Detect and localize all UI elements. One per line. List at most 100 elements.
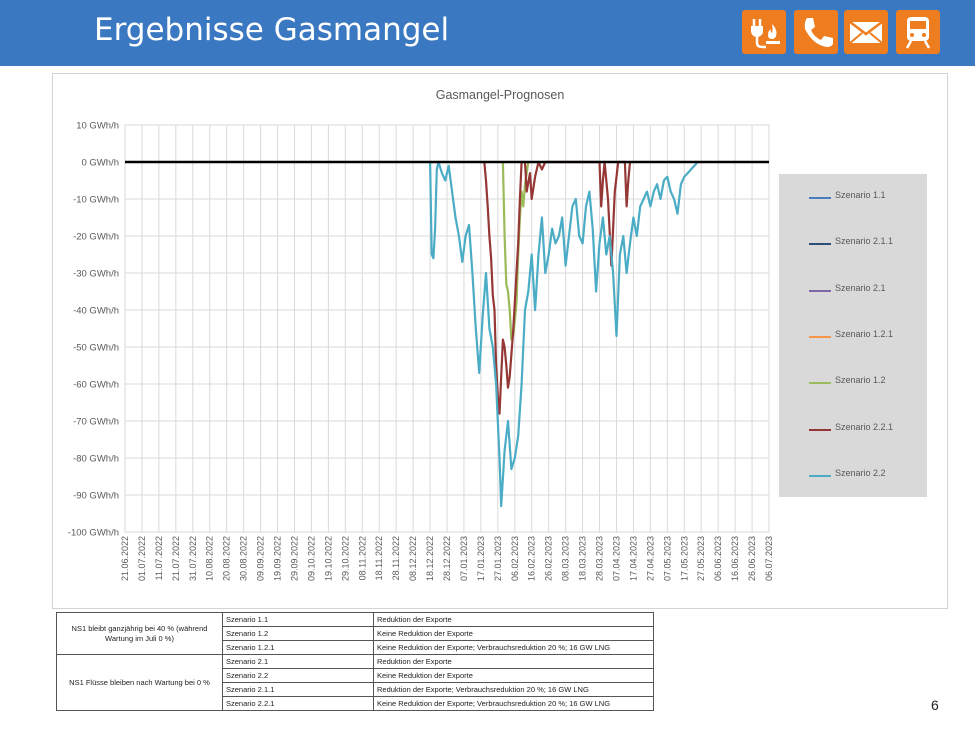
x-tick-label: 08.12.2022 <box>408 536 418 581</box>
y-tick-label: 10 GWh/h <box>76 121 119 132</box>
y-tick-label: -50 GWh/h <box>73 343 119 354</box>
slide-header: Ergebnisse Gasmangel <box>0 0 975 66</box>
table-row: Szenario 2.2.1 Keine Reduktion der Expor… <box>57 696 654 711</box>
x-tick-label: 01.07.2022 <box>137 536 147 581</box>
series-line <box>429 160 699 508</box>
x-tick-label: 28.11.2022 <box>391 536 401 580</box>
x-tick-label: 30.08.2022 <box>239 536 249 581</box>
scenario-cell: Szenario 2.1.1 <box>222 682 374 697</box>
legend-item: Szenario 1.2.1 <box>809 329 927 343</box>
x-tick-label: 28.12.2022 <box>442 536 452 581</box>
legend-item: Szenario 1.1 <box>809 190 927 204</box>
x-tick-label: 17.05.2023 <box>679 536 689 581</box>
plot-area <box>124 124 770 533</box>
x-tick-label: 18.12.2022 <box>425 536 435 581</box>
x-tick-label: 29.10.2022 <box>340 536 350 581</box>
description-cell: Reduktion der Exporte <box>373 654 654 669</box>
x-tick-label: 08.03.2023 <box>561 536 571 581</box>
x-tick-label: 20.08.2022 <box>222 536 232 581</box>
x-tick-label: 11.07.2022 <box>154 536 164 580</box>
description-cell: Keine Reduktion der Exporte; Verbrauchsr… <box>373 696 654 711</box>
y-tick-label: -80 GWh/h <box>73 454 119 465</box>
scenario-cell: Szenario 1.1 <box>222 612 374 627</box>
y-tick-label: -10 GWh/h <box>73 195 119 206</box>
legend-label: Szenario 1.2 <box>835 375 886 386</box>
legend-swatch <box>809 382 831 385</box>
x-tick-label: 19.09.2022 <box>273 536 283 581</box>
table-row: NS1 Flüsse bleiben nach Wartung bei 0 % … <box>56 654 654 711</box>
x-tick-label: 07.01.2023 <box>459 536 469 581</box>
legend-swatch <box>809 474 831 477</box>
x-tick-label: 26.06.2023 <box>747 536 757 581</box>
legend-item: Szenario 1.2 <box>809 375 927 389</box>
description-cell: Keine Reduktion der Exporte; Verbrauchsr… <box>373 640 654 655</box>
legend-label: Szenario 2.2 <box>835 467 886 478</box>
x-tick-label: 31.07.2022 <box>188 536 198 581</box>
x-tick-label: 19.10.2022 <box>323 536 333 581</box>
x-tick-label: 16.02.2023 <box>527 536 537 581</box>
plug-flame-icon[interactable] <box>742 10 786 54</box>
x-tick-label: 21.06.2022 <box>120 536 130 581</box>
x-tick-label: 17.01.2023 <box>476 536 486 581</box>
x-tick-label: 09.09.2022 <box>256 536 266 581</box>
y-tick-label: 0 GWh/h <box>82 158 120 169</box>
x-tick-label: 21.07.2022 <box>171 536 181 581</box>
scenario-cell: Szenario 1.2 <box>222 626 374 641</box>
description-cell: Keine Reduktion der Exporte <box>373 626 654 641</box>
legend-label: Szenario 2.1 <box>835 282 886 293</box>
scenario-cell: Szenario 2.2.1 <box>222 696 374 711</box>
x-tick-label: 28.03.2023 <box>595 536 605 581</box>
x-tick-label: 18.11.2022 <box>374 536 384 580</box>
legend-swatch <box>809 243 831 246</box>
description-cell: Reduktion der Exporte <box>373 612 654 627</box>
y-tick-label: -20 GWh/h <box>73 232 119 243</box>
scenario-cell: Szenario 2.2 <box>222 668 374 683</box>
train-icon[interactable] <box>896 10 940 54</box>
legend-item: Szenario 2.2 <box>809 468 927 482</box>
x-tick-label: 07.05.2023 <box>662 536 672 581</box>
legend-label: Szenario 2.1.1 <box>835 236 894 247</box>
table-row: NS1 bleibt ganzjährig bei 40 % (während … <box>56 612 654 655</box>
page-number: 6 <box>931 697 939 713</box>
y-tick-label: -40 GWh/h <box>73 306 119 317</box>
x-tick-label: 26.02.2023 <box>544 536 554 581</box>
x-tick-label: 09.10.2022 <box>306 536 316 581</box>
x-tick-label: 18.03.2023 <box>578 536 588 581</box>
legend-swatch <box>809 428 831 431</box>
y-tick-label: -30 GWh/h <box>73 269 119 280</box>
legend-label: Szenario 1.2.1 <box>835 328 894 339</box>
legend-item: Szenario 2.1 <box>809 283 927 297</box>
description-cell: Keine Reduktion der Exporte <box>373 668 654 683</box>
chart-svg: Gasmangel-Prognosen 10 GWh/h 0 GWh/h -10 G… <box>68 88 774 581</box>
series-line <box>501 161 530 341</box>
y-tick-label: -90 GWh/h <box>73 491 119 502</box>
group-label: NS1 bleibt ganzjährig bei 40 % (während … <box>56 612 223 655</box>
legend-item: Szenario 2.1.1 <box>809 236 927 250</box>
x-tick-label: 17.04.2023 <box>628 536 638 581</box>
x-tick-label: 06.06.2023 <box>713 536 723 581</box>
x-tick-label: 07.04.2023 <box>611 536 621 581</box>
legend-item: Szenario 2.2.1 <box>809 422 927 436</box>
x-tick-label: 29.09.2022 <box>289 536 299 581</box>
x-tick-label: 06.02.2023 <box>510 536 520 581</box>
legend-swatch <box>809 197 831 199</box>
x-tick-label: 27.01.2023 <box>493 536 503 581</box>
x-tick-label: 27.04.2023 <box>645 536 655 581</box>
x-tick-label: 27.05.2023 <box>696 536 706 581</box>
legend-label: Szenario 2.2.1 <box>835 421 894 432</box>
x-tick-label: 16.06.2023 <box>730 536 740 581</box>
chart-title: Gasmangel-Prognosen <box>436 88 565 102</box>
x-tick-label: 06.07.2023 <box>764 536 774 581</box>
scenario-table: NS1 bleibt ganzjährig bei 40 % (während … <box>56 612 654 711</box>
group-label: NS1 Flüsse bleiben nach Wartung bei 0 % <box>56 654 223 711</box>
phone-icon[interactable] <box>794 10 838 54</box>
x-tick-label: 10.08.2022 <box>205 536 215 581</box>
y-tick-label: -70 GWh/h <box>73 417 119 428</box>
scenario-cell: Szenario 2.1 <box>222 654 374 669</box>
x-tick-label: 08.11.2022 <box>357 536 367 580</box>
legend-swatch <box>809 289 831 292</box>
legend-label: Szenario 1.1 <box>835 190 886 200</box>
slide-title: Ergebnisse Gasmangel <box>94 12 450 48</box>
description-cell: Reduktion der Exporte; Verbrauchsredukti… <box>373 682 654 697</box>
mail-icon[interactable] <box>844 10 888 54</box>
